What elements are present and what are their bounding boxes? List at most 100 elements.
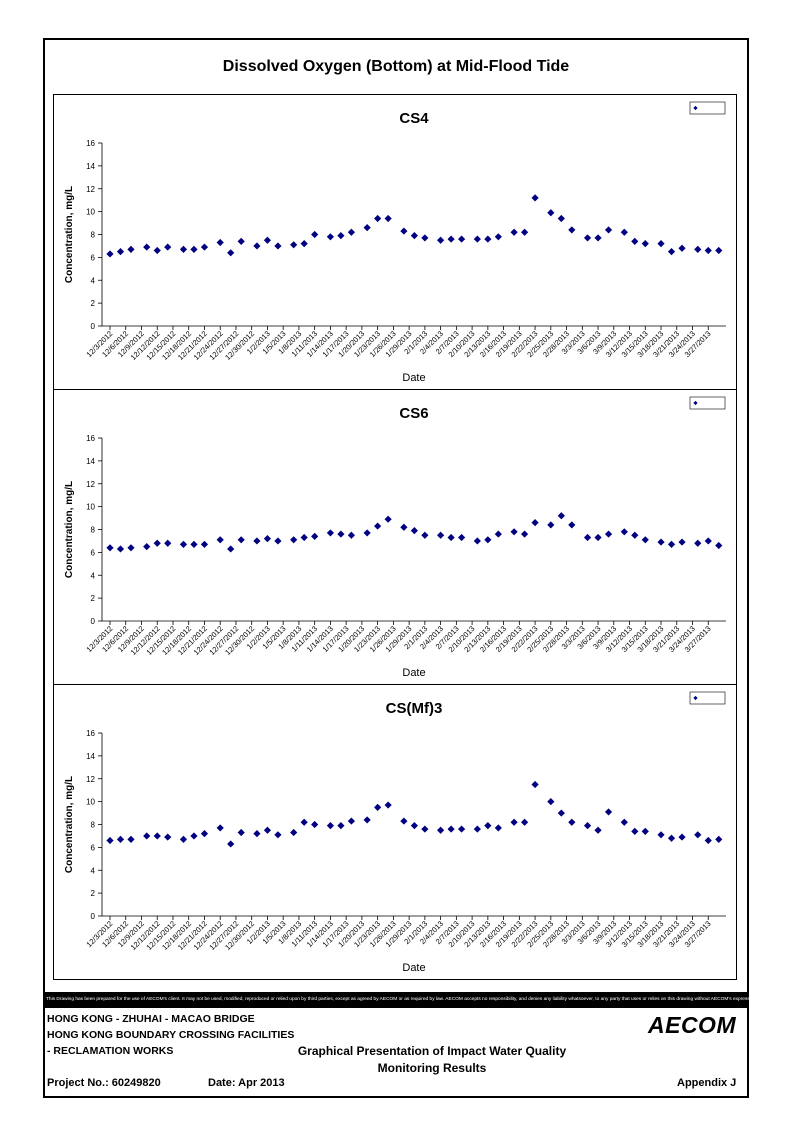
- data-point: [641, 240, 649, 248]
- data-point: [678, 833, 686, 841]
- drawing-frame: [43, 38, 749, 1098]
- data-point: [326, 233, 335, 241]
- data-point: [326, 822, 335, 830]
- x-axis-label: Date: [402, 372, 425, 384]
- data-point: [116, 835, 125, 843]
- y-tick-label: 0: [91, 322, 96, 331]
- data-point: [620, 528, 628, 536]
- chart-title: CS6: [399, 405, 428, 422]
- aecom-logo: AECOM: [648, 1012, 737, 1038]
- data-point: [494, 824, 502, 832]
- data-point: [311, 532, 319, 540]
- data-point: [694, 539, 702, 547]
- data-point: [715, 541, 723, 550]
- data-point: [290, 241, 298, 249]
- y-tick-label: 2: [91, 594, 96, 603]
- data-point: [263, 826, 272, 834]
- data-point: [347, 817, 356, 825]
- data-point: [583, 533, 592, 542]
- chart-panel-csmf3: CS(Mf)3 0 2 4 6 8 10 12 14 16 12/3/2012 12/6/2012 12…: [53, 684, 737, 980]
- data-point: [641, 827, 649, 835]
- y-tick-label: 14: [86, 752, 95, 761]
- data-point: [410, 527, 418, 535]
- data-point: [384, 515, 392, 523]
- y-tick-label: 0: [91, 617, 96, 626]
- data-point: [657, 538, 665, 546]
- data-point: [216, 536, 224, 544]
- data-point: [200, 243, 209, 251]
- document-title: Graphical Presentation of Impact Water Q…: [250, 1043, 614, 1077]
- y-tick-label: 6: [91, 843, 96, 852]
- y-tick-label: 4: [91, 276, 96, 285]
- data-point: [678, 538, 686, 546]
- data-point: [547, 798, 555, 806]
- data-point: [410, 822, 418, 830]
- data-point: [200, 830, 209, 838]
- data-point: [127, 544, 135, 552]
- y-tick-label: 12: [86, 775, 95, 784]
- y-tick-label: 10: [86, 503, 95, 512]
- data-point: [667, 248, 676, 256]
- data-point: [620, 818, 628, 826]
- y-tick-label: 8: [91, 526, 96, 535]
- data-point: [400, 817, 408, 825]
- data-point: [106, 250, 114, 258]
- data-point: [127, 245, 135, 253]
- data-point: [484, 235, 492, 243]
- x-axis-label: Date: [402, 667, 425, 679]
- data-point: [473, 825, 481, 833]
- data-point: [363, 529, 371, 537]
- data-point: [179, 540, 188, 548]
- data-point: [190, 832, 198, 840]
- data-point: [164, 539, 172, 547]
- legend-box: [689, 101, 726, 115]
- data-point: [347, 228, 356, 236]
- data-point: [678, 244, 686, 252]
- data-point: [568, 521, 576, 529]
- data-point: [153, 539, 161, 547]
- disclaimer-bar: This Drawing has been prepared for the u…: [43, 992, 749, 1008]
- legend-box: [689, 396, 726, 410]
- data-point: [116, 545, 125, 553]
- data-point: [237, 828, 245, 837]
- chart-svg: CS6024681012141612/3/201212/6/201212/9/2…: [64, 396, 726, 679]
- y-tick-label: 12: [86, 185, 95, 194]
- data-point: [290, 536, 298, 544]
- data-point: [116, 248, 125, 256]
- data-point: [421, 531, 429, 539]
- project-line-1: HONG KONG - ZHUHAI - MACAO BRIDGE: [47, 1013, 255, 1025]
- data-point: [557, 512, 565, 520]
- chart-title: CS4: [399, 110, 429, 127]
- data-point: [337, 232, 345, 240]
- data-point: [557, 214, 565, 223]
- data-point: [704, 537, 712, 545]
- data-point: [494, 233, 502, 241]
- data-point: [274, 242, 282, 250]
- data-point: [106, 836, 114, 845]
- data-point: [657, 831, 665, 839]
- y-tick-label: 8: [91, 231, 96, 240]
- data-point: [484, 822, 492, 830]
- appendix-label: Appendix J: [677, 1077, 737, 1089]
- data-point: [311, 230, 319, 239]
- y-tick-label: 16: [86, 139, 95, 148]
- data-point: [300, 533, 308, 542]
- data-point: [437, 236, 445, 244]
- project-number: Project No.: 60249820: [47, 1077, 161, 1089]
- data-point: [153, 832, 161, 840]
- data-point: [473, 537, 481, 545]
- data-point: [384, 214, 392, 223]
- y-tick-label: 4: [91, 571, 96, 580]
- data-point: [510, 528, 518, 536]
- data-point: [410, 232, 418, 240]
- data-point: [531, 780, 539, 789]
- data-point: [520, 530, 529, 538]
- y-tick-label: 6: [91, 253, 96, 262]
- data-point: [127, 835, 135, 843]
- data-point: [326, 529, 335, 537]
- data-point: [473, 235, 481, 243]
- chart-panel-cs6: CS6 0 2 4 6 8 10 12 14 16 12/3/2012 12/6/2012 12/9/2…: [53, 389, 737, 685]
- data-point: [447, 235, 455, 243]
- data-point: [694, 831, 702, 839]
- project-line-2: HONG KONG BOUNDARY CROSSING FACILITIES: [47, 1029, 295, 1041]
